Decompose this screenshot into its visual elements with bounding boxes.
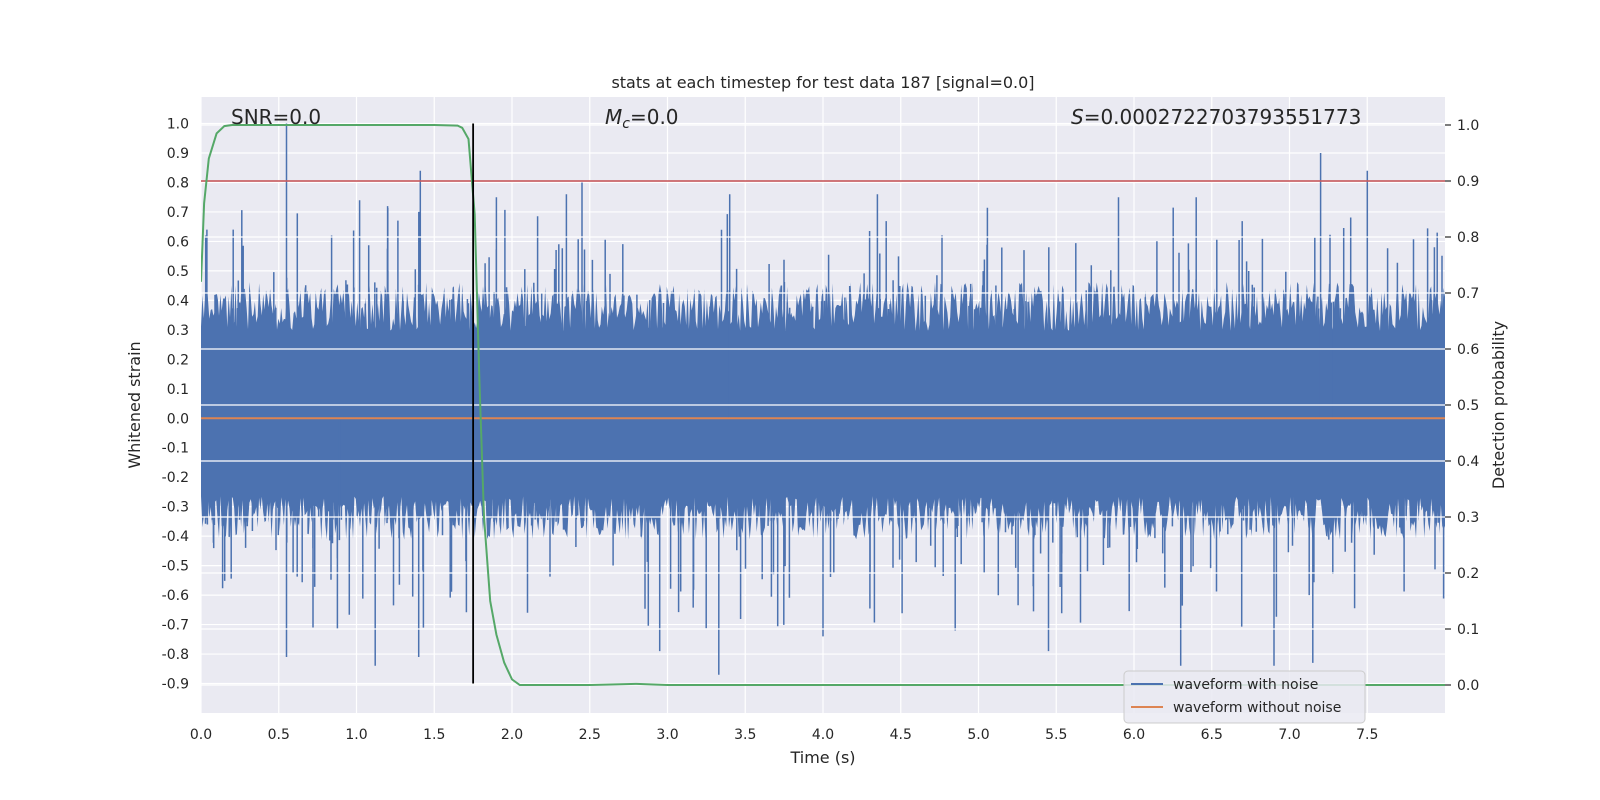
right-y-tick-label: 1.0 xyxy=(1457,118,1479,134)
right-y-tick-label: 0.5 xyxy=(1457,398,1479,414)
left-y-tick-label: 1.0 xyxy=(167,117,189,133)
x-tick-label: 0.5 xyxy=(268,727,290,743)
left-y-tick-label: 0.7 xyxy=(167,205,189,221)
snr-annotation: SNR=0.0 xyxy=(231,105,321,129)
left-y-tick-label: -0.9 xyxy=(162,677,189,693)
chirp-mass-symbol: M xyxy=(605,105,622,129)
right-y-tick-label: 0.0 xyxy=(1457,678,1479,694)
left-y-axis-ticks: 1.0 0.9 0.8 0.7 0.6 0.5 0.4 0.3 0.2 0.1 0.0 -0.1 -0.… xyxy=(162,117,189,693)
x-axis-label: Time (s) xyxy=(789,748,855,767)
score-value: =0.0002722703793551773 xyxy=(1084,105,1362,129)
x-tick-label: 5.5 xyxy=(1045,727,1067,743)
detection-probability-line xyxy=(201,124,1445,686)
x-tick-label: 4.5 xyxy=(890,727,912,743)
legend-box xyxy=(1123,670,1366,724)
legend: waveform with noise waveform without noi… xyxy=(1123,670,1366,724)
score-symbol: S xyxy=(1071,105,1084,129)
left-y-tick-label: 0.8 xyxy=(167,175,189,191)
x-tick-label: 2.5 xyxy=(579,727,601,743)
x-tick-label: 3.0 xyxy=(656,727,678,743)
left-y-tick-label: -0.4 xyxy=(162,529,189,545)
x-tick-label: 0.0 xyxy=(190,727,212,743)
waveform-with-noise-spikes xyxy=(204,123,1445,675)
x-tick-label: 6.5 xyxy=(1201,727,1223,743)
right-y-axis-label: Detection probability xyxy=(1489,321,1508,489)
x-tick-label: 4.0 xyxy=(812,727,834,743)
left-y-tick-label: 0.6 xyxy=(167,234,189,250)
x-tick-label: 7.0 xyxy=(1278,727,1300,743)
right-y-tick-label: 0.2 xyxy=(1457,566,1479,582)
right-y-tick-label: 0.3 xyxy=(1457,510,1479,526)
left-y-tick-label: 0.5 xyxy=(167,264,189,280)
right-y-tick-label: 0.6 xyxy=(1457,342,1479,358)
left-y-tick-label: -0.2 xyxy=(162,470,189,486)
left-y-tick-label: -0.6 xyxy=(162,588,189,604)
right-y-tick-label: 0.7 xyxy=(1457,286,1479,302)
chirp-mass-subscript: c xyxy=(622,116,630,132)
left-y-tick-label: -0.1 xyxy=(162,441,189,457)
right-y-tick-label: 0.1 xyxy=(1457,622,1479,638)
legend-label-clean: waveform without noise xyxy=(1173,700,1341,716)
x-tick-label: 3.5 xyxy=(734,727,756,743)
left-y-tick-label: -0.7 xyxy=(162,618,189,634)
left-y-tick-label: 0.0 xyxy=(167,411,189,427)
x-tick-label: 7.5 xyxy=(1356,727,1378,743)
chart-title: stats at each timestep for test data 187… xyxy=(611,73,1034,92)
left-y-tick-label: 0.2 xyxy=(167,352,189,368)
score-annotation: S=0.0002722703793551773 xyxy=(1071,105,1361,129)
chirp-mass-annotation: Mc=0.0 xyxy=(605,105,679,132)
left-y-tick-label: 0.9 xyxy=(167,146,189,162)
x-tick-label: 5.0 xyxy=(967,727,989,743)
right-y-tick-label: 0.9 xyxy=(1457,174,1479,190)
right-y-tick-label: 0.4 xyxy=(1457,454,1479,470)
chirp-mass-value: =0.0 xyxy=(630,105,679,129)
legend-label-noise: waveform with noise xyxy=(1173,677,1318,693)
x-tick-label: 2.0 xyxy=(501,727,523,743)
x-tick-label: 1.0 xyxy=(345,727,367,743)
left-y-tick-label: 0.3 xyxy=(167,323,189,339)
left-y-tick-label: -0.3 xyxy=(162,500,189,516)
left-y-tick-label: 0.4 xyxy=(167,293,189,309)
left-y-axis-label: Whitened strain xyxy=(125,341,144,468)
waveform-with-noise-band xyxy=(201,282,1445,540)
left-y-tick-label: -0.8 xyxy=(162,647,189,663)
x-tick-label: 6.0 xyxy=(1123,727,1145,743)
x-tick-label: 1.5 xyxy=(423,727,445,743)
left-y-tick-label: 0.1 xyxy=(167,382,189,398)
right-y-axis-ticks: 1.0 0.9 0.8 0.7 0.6 0.5 0.4 0.3 0.2 0.1 0.0 xyxy=(1445,118,1479,694)
left-y-tick-label: -0.5 xyxy=(162,559,189,575)
right-y-tick-label: 0.8 xyxy=(1457,230,1479,246)
x-axis-ticks: 0.0 0.5 1.0 1.5 2.0 2.5 3.0 3.5 4.0 4.5 5.0 5.5 6.0 6… xyxy=(190,727,1379,743)
